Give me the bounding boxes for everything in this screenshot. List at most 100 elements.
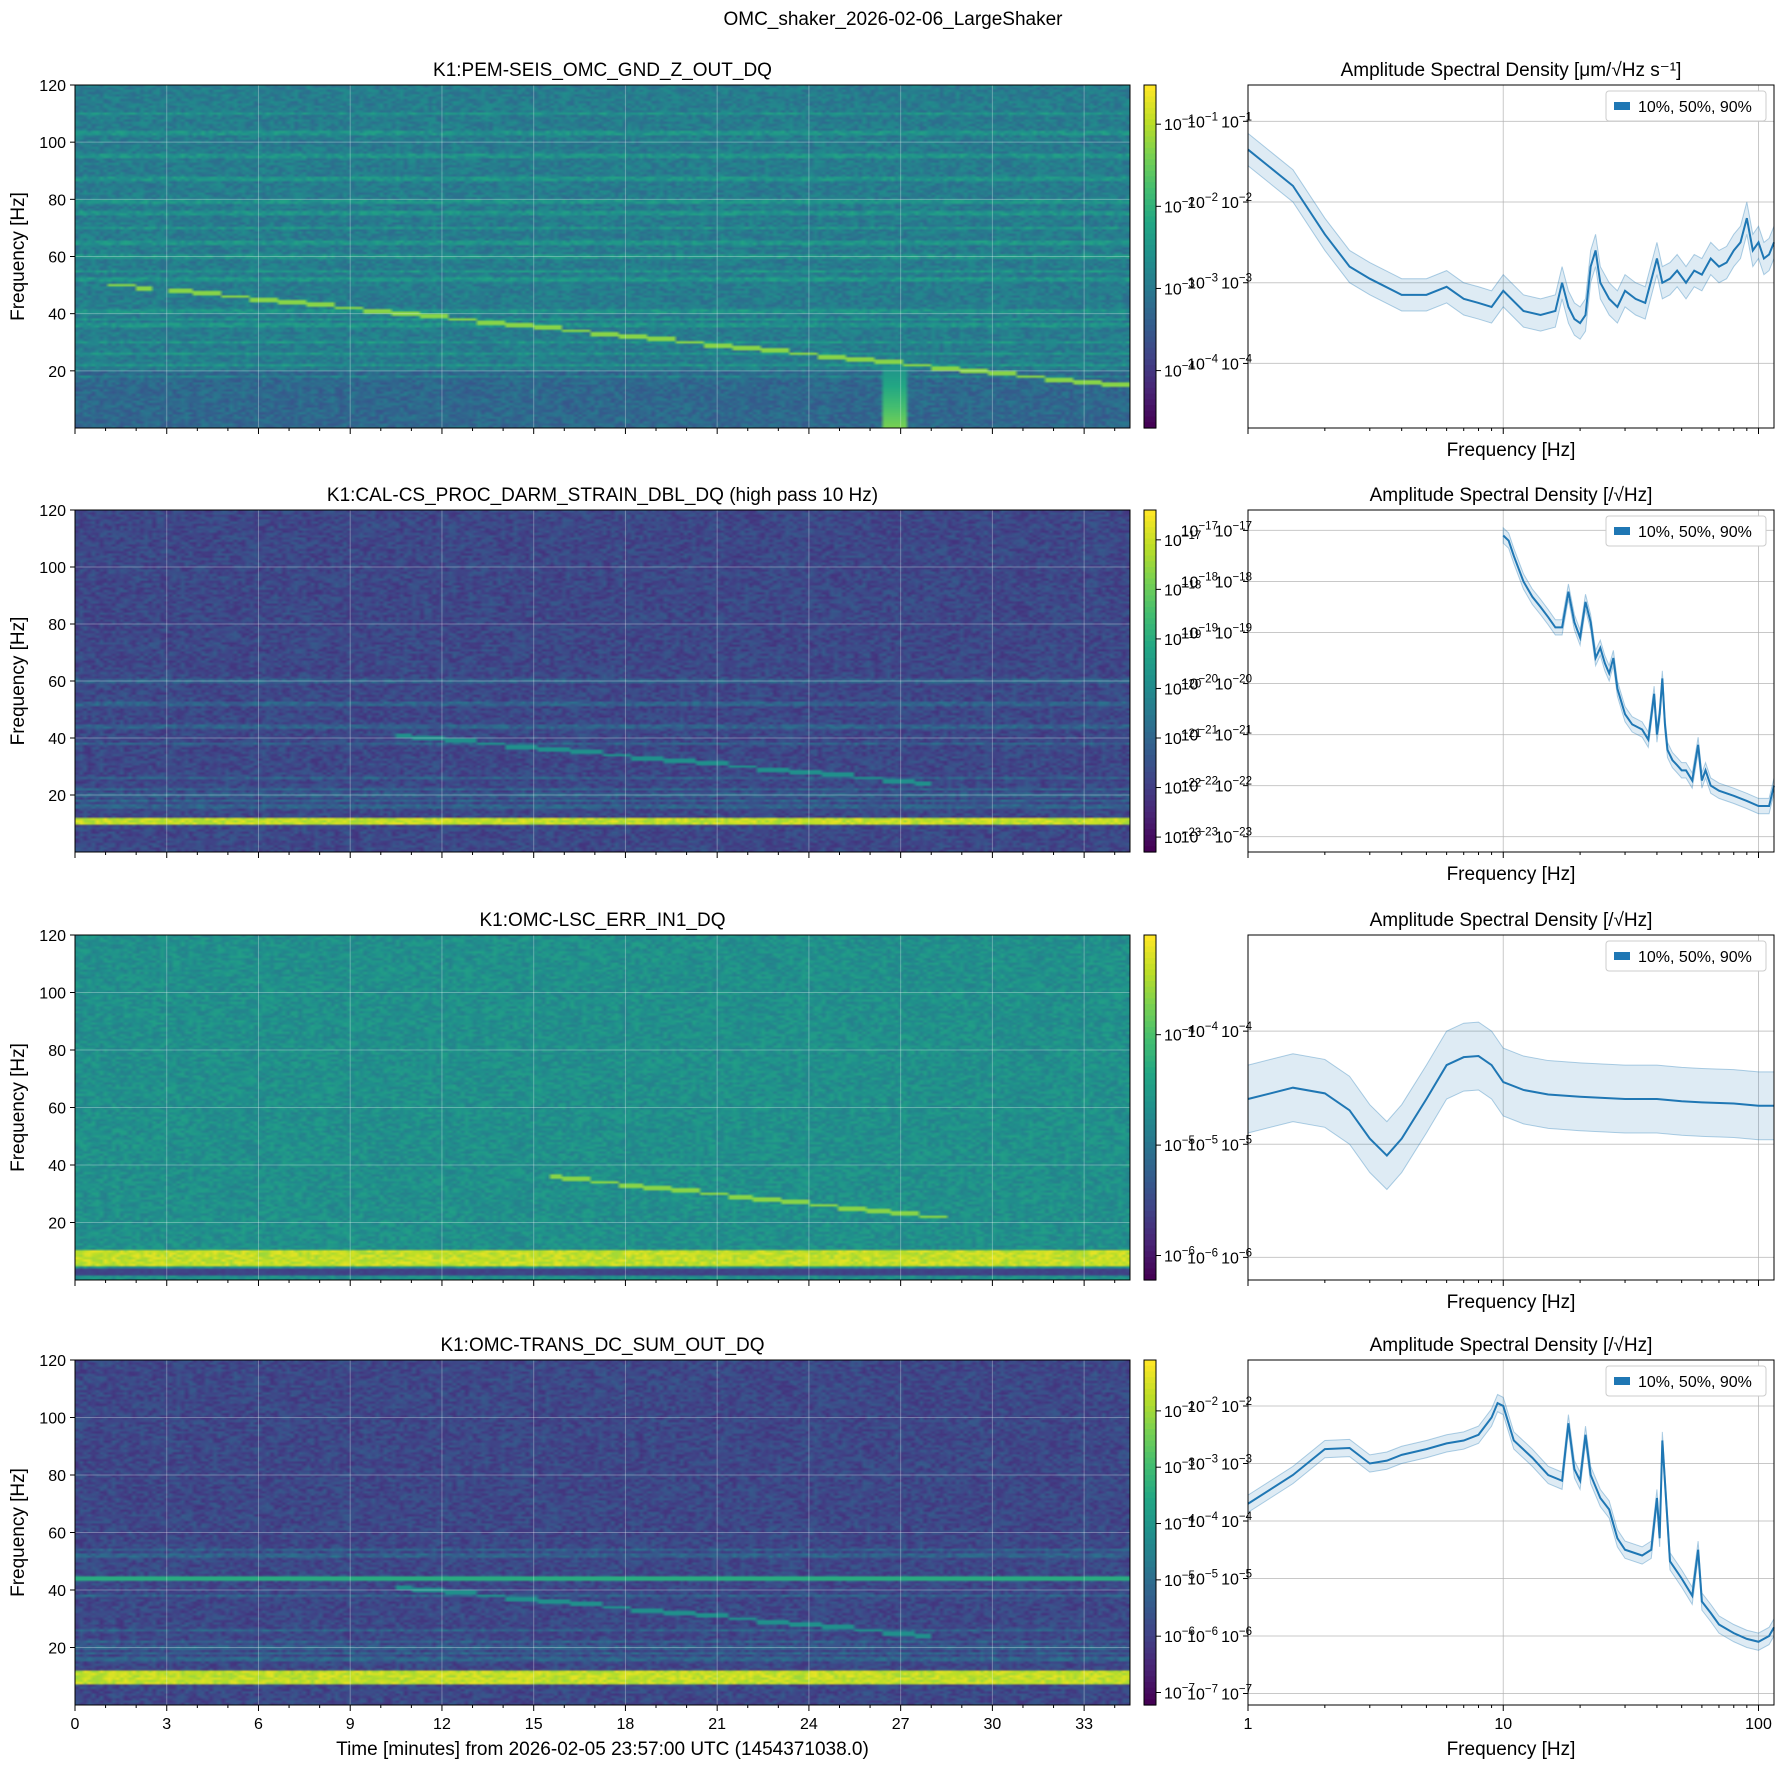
colorbar-segment — [1144, 1107, 1156, 1114]
axes-frame — [1247, 509, 1775, 853]
colorbar-segment — [1144, 353, 1156, 360]
y-tick-label: 10−4 — [1187, 1021, 1219, 1041]
colorbar-segment — [1144, 1234, 1156, 1241]
colorbar-segment — [1144, 675, 1156, 682]
colorbar-segment — [1144, 125, 1156, 132]
colorbar-segment — [1144, 975, 1156, 982]
spectrogram-panel-1: 20 40 60 80 100 120 K1:PEM-SEIS_OMC_GND_Z_OUT_… — [8, 60, 1196, 434]
colorbar-segment — [1144, 90, 1156, 98]
colorbar-segment — [1144, 370, 1156, 378]
colorbar-segment — [1144, 1205, 1156, 1212]
colorbar-segment — [1144, 1406, 1156, 1413]
figure-title: OMC_shaker_2026-02-06_LargeShaker — [723, 9, 1063, 30]
spectrogram-image — [75, 510, 1130, 852]
colorbar-segment — [1144, 319, 1156, 326]
spectrogram-panel-3: 20 40 60 80 100 120 K1:OMC-LSC_ERR_IN1_DQ Frequ… — [8, 910, 1196, 1286]
legend-box — [1605, 940, 1767, 972]
colorbar-segment — [1144, 510, 1156, 517]
colorbar-segment — [1144, 1388, 1156, 1396]
spectrogram-panel-4: 20 40 60 80 100 120 0 3 6 9 12 15 18 21 24 27 30 33 Time [… — [8, 1335, 1196, 1760]
colorbar-segment — [1144, 1124, 1156, 1132]
colorbar-segment — [1144, 795, 1156, 802]
colorbar: 10−4 10−3 10−2 10−1 — [1143, 84, 1196, 429]
colorbar-segment — [1144, 1061, 1156, 1068]
colorbar-segment — [1144, 1526, 1156, 1534]
y-tick-label-inner: 10−1 — [1221, 111, 1252, 131]
colorbar-segment — [1144, 800, 1156, 807]
colorbar-segment — [1144, 658, 1156, 665]
colorbar-segment — [1144, 1147, 1156, 1155]
y-tick-label-inner: 10−21 — [1215, 725, 1252, 745]
y-tick-label-inner: 10−20 — [1215, 674, 1252, 694]
colorbar-segment — [1144, 817, 1156, 825]
colorbar-segment — [1144, 1641, 1156, 1649]
colorbar-segment — [1144, 527, 1156, 534]
y-tick-label-inner: 10−4 — [1221, 1511, 1253, 1531]
asd-title: Amplitude Spectral Density [/√Hz] — [1370, 910, 1653, 931]
colorbar-segment — [1144, 302, 1156, 309]
colorbar-segment — [1144, 233, 1156, 240]
colorbar-tick-label: 10−17 — [1164, 530, 1201, 550]
colorbar-segment — [1144, 416, 1156, 423]
colorbar-segment — [1144, 981, 1156, 988]
colorbar-tick-label: 10−6 — [1164, 1626, 1195, 1646]
legend-box — [1605, 1365, 1767, 1397]
x-tick-label: 100 — [1745, 1716, 1772, 1733]
colorbar-segment — [1144, 703, 1156, 711]
spectrogram-panel-2: 20 40 60 80 100 120 K1:CAL-CS_PROC_DARM_STRAIN… — [8, 485, 1201, 858]
colorbar-segment — [1144, 1630, 1156, 1637]
y-axis-label: Frequency [Hz] — [8, 192, 29, 321]
colorbar-segment — [1144, 806, 1156, 813]
colorbar-segment — [1144, 1446, 1156, 1453]
colorbar-segment — [1144, 210, 1156, 218]
colorbar-segment — [1144, 846, 1156, 853]
colorbar-segment — [1144, 783, 1156, 790]
legend: 10%, 50%, 90% — [1605, 940, 1767, 972]
colorbar-segment — [1144, 1211, 1156, 1218]
colorbar-segment — [1144, 1636, 1156, 1643]
spectrogram-title: K1:CAL-CS_PROC_DARM_STRAIN_DBL_DQ (high … — [327, 485, 878, 506]
colorbar-segment — [1144, 715, 1156, 722]
legend-label: 10%, 50%, 90% — [1638, 99, 1752, 116]
colorbar-segment — [1144, 1687, 1156, 1695]
colorbar-segment — [1144, 85, 1156, 92]
colorbar-segment — [1144, 1394, 1156, 1401]
y-tick-label: 10−20 — [1181, 674, 1218, 694]
colorbar-segment — [1144, 273, 1156, 280]
colorbar-segment — [1144, 963, 1156, 971]
colorbar-tick-label: 10−4 — [1164, 1514, 1196, 1534]
colorbar-segment — [1144, 1159, 1156, 1166]
colorbar-segment — [1144, 313, 1156, 320]
colorbar-segment — [1144, 136, 1156, 143]
colorbar-tick-label: 10−7 — [1164, 1683, 1195, 1703]
colorbar-tick-label: 10−5 — [1164, 1570, 1195, 1590]
colorbar-segment — [1144, 1509, 1156, 1516]
colorbar-segment — [1144, 760, 1156, 768]
colorbar-segment — [1144, 1360, 1156, 1367]
y-tick-label: 100 — [39, 1411, 66, 1428]
colorbar-segment — [1144, 347, 1156, 355]
x-axis-label: Frequency [Hz] — [1447, 1292, 1576, 1313]
colorbar-segment — [1144, 1584, 1156, 1591]
colorbar-segment — [1144, 1262, 1156, 1270]
y-tick-label: 40 — [48, 1158, 66, 1175]
axes-frame — [1247, 84, 1775, 429]
legend-swatch — [1614, 952, 1630, 960]
y-tick-label-inner: 10−19 — [1215, 623, 1252, 643]
colorbar-segment — [1144, 1142, 1156, 1149]
colorbar-segment — [1144, 165, 1156, 172]
y-tick-label: 40 — [48, 1583, 66, 1600]
y-tick-label: 10−3 — [1187, 1454, 1218, 1474]
colorbar-segment — [1144, 1067, 1156, 1074]
colorbar-segment — [1144, 720, 1156, 728]
x-tick-label: 15 — [525, 1716, 543, 1733]
colorbar-segment — [1144, 290, 1156, 298]
y-tick-label: 60 — [48, 250, 66, 267]
y-tick-label: 10−6 — [1187, 1247, 1218, 1267]
colorbar-segment — [1144, 567, 1156, 574]
x-tick-label: 6 — [254, 1716, 263, 1733]
legend-label: 10%, 50%, 90% — [1638, 524, 1752, 541]
colorbar-segment — [1144, 130, 1156, 138]
colorbar-segment — [1144, 376, 1156, 383]
colorbar-segment — [1144, 1538, 1156, 1545]
